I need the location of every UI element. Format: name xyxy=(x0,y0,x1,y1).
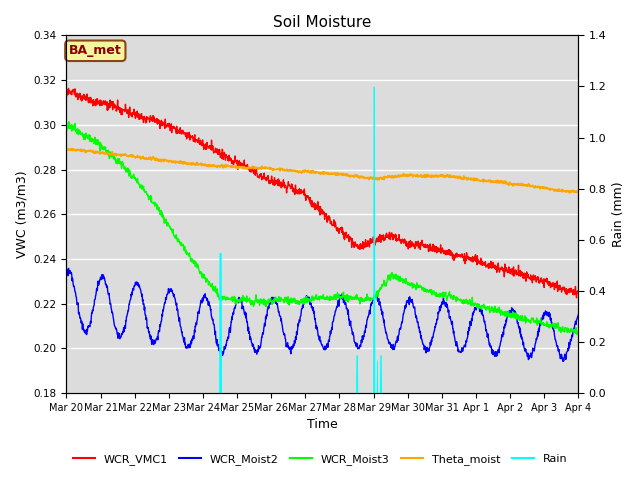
Y-axis label: Rain (mm): Rain (mm) xyxy=(612,181,625,247)
Y-axis label: VWC (m3/m3): VWC (m3/m3) xyxy=(15,170,28,258)
Text: BA_met: BA_met xyxy=(69,44,122,57)
Title: Soil Moisture: Soil Moisture xyxy=(273,15,372,30)
X-axis label: Time: Time xyxy=(307,419,338,432)
Legend: WCR_VMC1, WCR_Moist2, WCR_Moist3, Theta_moist, Rain: WCR_VMC1, WCR_Moist2, WCR_Moist3, Theta_… xyxy=(68,450,572,469)
